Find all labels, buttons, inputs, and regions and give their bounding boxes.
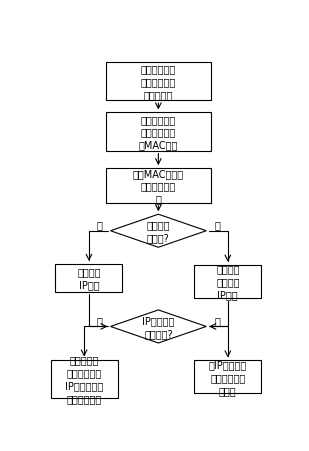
Text: 是: 是 xyxy=(97,220,103,230)
FancyBboxPatch shape xyxy=(51,360,118,398)
Text: 根据MAC地址查
询缓存历史记
录: 根据MAC地址查 询缓存历史记 录 xyxy=(133,168,184,204)
FancyBboxPatch shape xyxy=(55,264,122,292)
Text: 中继设备接收
终端发送的地
址请求报文: 中继设备接收 终端发送的地 址请求报文 xyxy=(141,64,176,100)
FancyBboxPatch shape xyxy=(106,169,211,203)
Text: 否: 否 xyxy=(214,316,220,326)
Text: 否: 否 xyxy=(214,220,220,230)
FancyBboxPatch shape xyxy=(194,361,261,394)
Text: 根据位置
信息确定
IP地址: 根据位置 信息确定 IP地址 xyxy=(216,264,239,299)
Text: IP地址是否
存在冲突?: IP地址是否 存在冲突? xyxy=(142,315,175,338)
Text: 是否查询
到记录?: 是否查询 到记录? xyxy=(146,220,170,243)
Text: 是: 是 xyxy=(97,316,103,326)
Text: 解析报文获取
设备位置信息
与MAC地址: 解析报文获取 设备位置信息 与MAC地址 xyxy=(139,115,178,150)
Polygon shape xyxy=(111,215,206,248)
FancyBboxPatch shape xyxy=(194,265,261,298)
Text: 分配对应
IP地址: 分配对应 IP地址 xyxy=(77,267,101,290)
Polygon shape xyxy=(111,310,206,343)
FancyBboxPatch shape xyxy=(106,113,211,152)
Text: 终止本次分
配，并从剩余
IP地址中重新
选择进行分配: 终止本次分 配，并从剩余 IP地址中重新 选择进行分配 xyxy=(65,354,103,403)
FancyBboxPatch shape xyxy=(106,63,211,101)
Text: 将IP发送给客
户端，完成本
次分配: 将IP发送给客 户端，完成本 次分配 xyxy=(209,359,247,395)
